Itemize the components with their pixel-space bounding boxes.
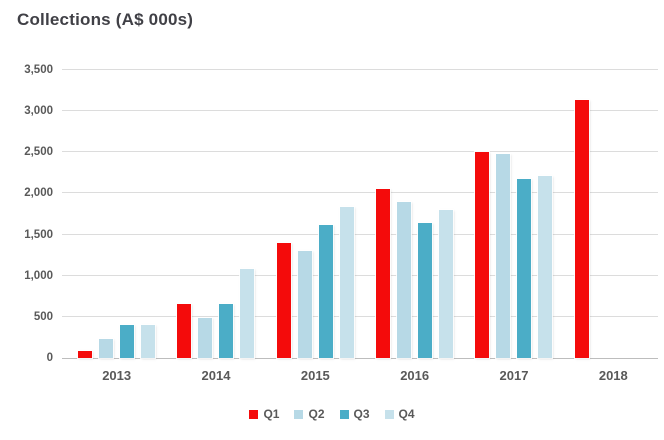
legend-swatch-q4	[384, 409, 394, 419]
bar-2014-q1	[177, 303, 192, 358]
bar-group-2015	[261, 70, 360, 358]
bar-2015-q3	[318, 224, 333, 358]
legend-swatch-q2	[294, 409, 304, 419]
bar-2014-q2	[198, 317, 213, 358]
legend-swatch-q1	[249, 409, 259, 419]
legend-item-q3: Q3	[339, 407, 370, 421]
legend-swatch-q3	[339, 409, 349, 419]
y-tick-label-3500: 3,500	[24, 64, 53, 76]
plot-area	[62, 69, 658, 359]
legend-label-q1: Q1	[263, 407, 280, 421]
bar-2016-q3	[418, 223, 433, 358]
x-tick-label-2018: 2018	[598, 368, 628, 383]
bar-2018-q1	[574, 100, 589, 358]
legend-label-q3: Q3	[353, 407, 370, 421]
bar-2017-q4	[538, 176, 553, 358]
bar-2013-q3	[120, 325, 135, 358]
bar-2017-q1	[475, 152, 490, 358]
y-tick-label-1500: 1,500	[24, 228, 53, 241]
y-tick-label-3000: 3,000	[24, 105, 53, 118]
y-tick-label-0: 0	[46, 352, 53, 364]
bar-2015-q4	[339, 206, 354, 358]
gridline-2000	[62, 192, 658, 194]
legend-label-q4: Q4	[398, 407, 415, 421]
x-tick-label-2013: 2013	[102, 368, 132, 383]
legend-item-q4: Q4	[384, 407, 415, 421]
bar-2016-q1	[376, 189, 391, 358]
bar-2015-q1	[276, 242, 291, 358]
x-tick-label-2017: 2017	[499, 368, 529, 383]
bar-group-2018	[559, 70, 658, 358]
bar-2013-q4	[141, 325, 156, 358]
chart-title: Collections (A$ 000s)	[17, 10, 194, 29]
bar-group-2014	[161, 70, 260, 358]
bar-2013-q1	[78, 350, 93, 358]
gridline-500	[62, 315, 658, 317]
gridline-2500	[62, 151, 658, 153]
legend-item-q2: Q2	[294, 407, 325, 421]
y-tick-label-2000: 2,000	[24, 187, 53, 200]
legend-item-q1: Q1	[249, 407, 279, 421]
legend-label-q2: Q2	[308, 407, 325, 421]
gridline-3000	[62, 110, 658, 112]
bar-2015-q2	[297, 251, 312, 358]
bar-group-2013	[62, 70, 161, 358]
y-tick-label-1000: 1,000	[24, 269, 53, 282]
bar-group-2016	[360, 70, 459, 358]
bar-2017-q2	[496, 153, 511, 358]
x-tick-label-2014: 2014	[201, 368, 231, 383]
y-tick-label-2500: 2,500	[24, 146, 53, 159]
y-tick-label-500: 500	[33, 310, 53, 323]
x-axis-labels: 2013 2014 2015 2016 2017 2018	[62, 368, 658, 383]
bar-2017-q3	[517, 179, 532, 358]
bar-2014-q3	[219, 303, 234, 358]
x-tick-label-2016: 2016	[400, 368, 430, 383]
bar-group-2017	[459, 70, 558, 358]
gridline-3500	[62, 69, 658, 70]
bar-2014-q4	[240, 269, 255, 358]
bar-groups	[62, 70, 658, 358]
legend: Q1 Q2 Q3 Q4	[0, 407, 664, 421]
gridline-1000	[62, 274, 658, 276]
bar-2016-q2	[397, 202, 412, 358]
bar-2013-q2	[99, 339, 114, 358]
bar-2016-q4	[439, 209, 454, 358]
x-tick-label-2015: 2015	[300, 368, 330, 383]
gridline-1500	[62, 233, 658, 235]
y-axis-labels: 0 500 1,000 1,500 2,000 2,500 3,000 3,500	[0, 0, 53, 440]
